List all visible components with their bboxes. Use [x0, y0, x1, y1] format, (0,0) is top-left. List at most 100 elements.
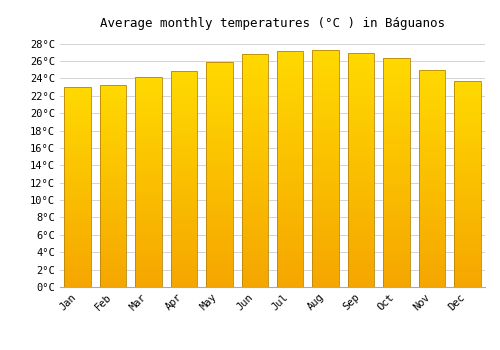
- Bar: [383, 257, 409, 260]
- Bar: [277, 275, 303, 279]
- Bar: [277, 130, 303, 133]
- Bar: [206, 141, 233, 145]
- Bar: [170, 79, 197, 82]
- Bar: [454, 232, 480, 236]
- Bar: [136, 270, 162, 273]
- Bar: [277, 193, 303, 196]
- Bar: [383, 180, 409, 184]
- Bar: [206, 231, 233, 234]
- Bar: [454, 116, 480, 119]
- Bar: [170, 147, 197, 150]
- Bar: [383, 150, 409, 154]
- Bar: [312, 74, 339, 77]
- Bar: [277, 51, 303, 287]
- Bar: [454, 249, 480, 253]
- Bar: [312, 216, 339, 220]
- Bar: [277, 283, 303, 287]
- Bar: [454, 108, 480, 112]
- Bar: [348, 275, 374, 279]
- Bar: [348, 92, 374, 96]
- Bar: [383, 234, 409, 238]
- Bar: [136, 87, 162, 91]
- Bar: [206, 174, 233, 178]
- Bar: [136, 112, 162, 115]
- Bar: [383, 139, 409, 142]
- Bar: [277, 90, 303, 94]
- Bar: [100, 152, 126, 155]
- Bar: [348, 131, 374, 135]
- Bar: [454, 98, 480, 101]
- Bar: [64, 207, 91, 210]
- Bar: [454, 222, 480, 225]
- Bar: [136, 252, 162, 256]
- Bar: [277, 177, 303, 181]
- Bar: [64, 164, 91, 167]
- Bar: [136, 241, 162, 245]
- Bar: [64, 201, 91, 204]
- Bar: [312, 224, 339, 228]
- Bar: [100, 209, 126, 213]
- Bar: [64, 134, 91, 137]
- Bar: [242, 174, 268, 178]
- Bar: [170, 219, 197, 222]
- Bar: [277, 102, 303, 106]
- Bar: [454, 136, 480, 139]
- Bar: [136, 98, 162, 101]
- Bar: [136, 133, 162, 136]
- Bar: [170, 215, 197, 219]
- Bar: [418, 251, 445, 254]
- Bar: [383, 226, 409, 230]
- Bar: [242, 256, 268, 260]
- Bar: [242, 54, 268, 58]
- Bar: [170, 129, 197, 133]
- Bar: [64, 277, 91, 280]
- Bar: [206, 133, 233, 137]
- Bar: [100, 139, 126, 142]
- Bar: [383, 253, 409, 257]
- Bar: [418, 186, 445, 189]
- Bar: [348, 178, 374, 182]
- Bar: [64, 237, 91, 240]
- Bar: [64, 174, 91, 177]
- Bar: [136, 262, 162, 266]
- Bar: [64, 197, 91, 201]
- Bar: [277, 244, 303, 247]
- Bar: [348, 209, 374, 213]
- Bar: [136, 147, 162, 150]
- Bar: [64, 127, 91, 131]
- Bar: [170, 100, 197, 104]
- Bar: [136, 196, 162, 200]
- Bar: [136, 210, 162, 214]
- Bar: [136, 115, 162, 119]
- Bar: [100, 263, 126, 267]
- Bar: [312, 97, 339, 101]
- Bar: [277, 62, 303, 66]
- Bar: [348, 73, 374, 77]
- Bar: [418, 244, 445, 247]
- Bar: [383, 112, 409, 116]
- Bar: [242, 77, 268, 81]
- Bar: [206, 261, 233, 265]
- Bar: [277, 169, 303, 173]
- Bar: [454, 170, 480, 174]
- Bar: [277, 121, 303, 126]
- Bar: [170, 280, 197, 284]
- Bar: [312, 271, 339, 275]
- Bar: [242, 233, 268, 237]
- Bar: [206, 197, 233, 201]
- Bar: [312, 54, 339, 58]
- Bar: [454, 266, 480, 270]
- Bar: [348, 77, 374, 81]
- Bar: [206, 216, 233, 219]
- Bar: [418, 99, 445, 102]
- Bar: [136, 164, 162, 168]
- Bar: [348, 150, 374, 155]
- Bar: [242, 260, 268, 264]
- Bar: [170, 172, 197, 176]
- Bar: [348, 232, 374, 236]
- Bar: [312, 208, 339, 212]
- Bar: [206, 253, 233, 257]
- Bar: [348, 57, 374, 61]
- Bar: [454, 122, 480, 126]
- Bar: [383, 85, 409, 89]
